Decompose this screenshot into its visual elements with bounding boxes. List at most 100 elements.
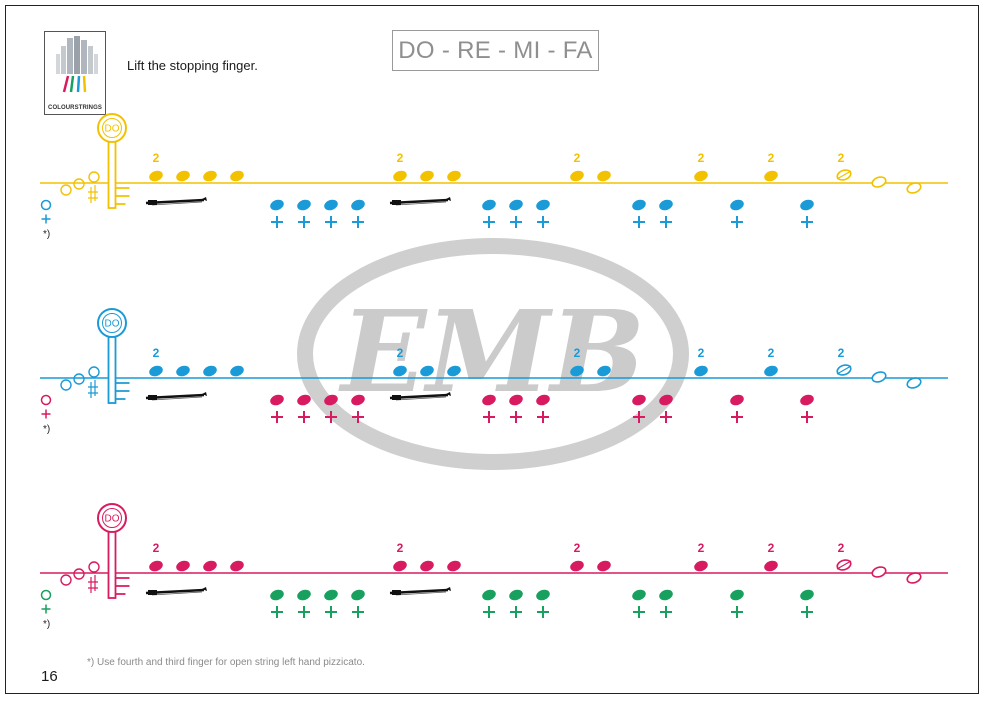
- pizzicato-note: [659, 394, 673, 406]
- plus-icon: [325, 606, 337, 618]
- open-circle: [60, 574, 72, 586]
- pizzicato-note: [632, 199, 646, 211]
- pizzicato-note: [351, 394, 365, 406]
- plus-icon: [537, 216, 549, 228]
- pizzicato-note: [536, 199, 550, 211]
- open-circle: [88, 171, 100, 183]
- plus-icon: [537, 606, 549, 618]
- blue-staff: DO *) 2 2 2 2 2 2: [40, 308, 948, 435]
- bow-tip: [446, 587, 451, 591]
- pizzicato-note: [659, 589, 673, 601]
- bow-hair: [151, 591, 203, 596]
- page-number: 16: [41, 668, 58, 685]
- note: [176, 365, 190, 377]
- finger-number: 2: [153, 151, 160, 165]
- note: [420, 365, 434, 377]
- colourstrings-logo: COLOURSTRINGS: [44, 31, 106, 115]
- finger-number: 2: [768, 346, 775, 360]
- plus-icon: [325, 411, 337, 423]
- key-teeth: [115, 187, 130, 205]
- bow-icon: [145, 587, 207, 596]
- bow-hair: [151, 201, 203, 206]
- bow-hair: [151, 396, 203, 401]
- pizzicato-note: [324, 199, 338, 211]
- plus-icon: [731, 411, 743, 423]
- footnote: *) Use fourth and third finger for open …: [87, 657, 365, 668]
- pizzicato-note: [632, 589, 646, 601]
- plus-icon: [731, 606, 743, 618]
- finger-number: 2: [574, 346, 581, 360]
- pizzicato-note: [800, 394, 814, 406]
- note: [447, 560, 461, 572]
- footnote-marker: *): [43, 619, 50, 630]
- pizzicato-note: [632, 394, 646, 406]
- pizzicato-note: [270, 199, 284, 211]
- note: [203, 365, 217, 377]
- finger-number: 2: [698, 346, 705, 360]
- note: [570, 170, 584, 182]
- note: [149, 560, 163, 572]
- note: [230, 560, 244, 572]
- note: [203, 560, 217, 572]
- bow-frog: [148, 200, 157, 205]
- finger-number: 2: [698, 151, 705, 165]
- finger-number: 2: [838, 541, 845, 555]
- bow-tip: [202, 587, 207, 591]
- pizzicato-note: [482, 199, 496, 211]
- bow-icon: [389, 392, 451, 401]
- key-shaft: [107, 141, 117, 209]
- plus-icon: [271, 411, 283, 423]
- note: [694, 170, 708, 182]
- note-slash: [836, 365, 852, 375]
- key-bow-inner: [102, 313, 122, 333]
- pizzicato-circle: [40, 394, 52, 406]
- note: [597, 365, 611, 377]
- pizzicato-note: [324, 394, 338, 406]
- pizzicato-note: [800, 589, 814, 601]
- finger-number: 2: [397, 541, 404, 555]
- plus-icon: [41, 604, 51, 614]
- note: [393, 560, 407, 572]
- bow-tip: [202, 392, 207, 396]
- finger-number: 2: [838, 151, 845, 165]
- key-bow-inner: [102, 118, 122, 138]
- finger-number: 2: [698, 541, 705, 555]
- open-circle: [73, 178, 85, 190]
- note: [597, 170, 611, 182]
- note: [597, 560, 611, 572]
- plus-icon: [660, 606, 672, 618]
- note: [764, 170, 778, 182]
- pizzicato-circle: [40, 199, 52, 211]
- note: [393, 170, 407, 182]
- pizzicato-note: [297, 394, 311, 406]
- instruction-text: Lift the stopping finger.: [127, 58, 258, 73]
- sharp-icon: [88, 185, 98, 203]
- bow-hair: [395, 396, 447, 401]
- plus-icon: [298, 216, 310, 228]
- note: [230, 365, 244, 377]
- pizzicato-note: [270, 394, 284, 406]
- note: [149, 365, 163, 377]
- pizzicato-note: [509, 199, 523, 211]
- finger-number: 2: [153, 346, 160, 360]
- plus-icon: [801, 216, 813, 228]
- pizzicato-note: [730, 199, 744, 211]
- plus-icon: [731, 216, 743, 228]
- open-note: [906, 377, 922, 389]
- open-circle: [73, 373, 85, 385]
- open-circle: [88, 366, 100, 378]
- plus-icon: [633, 606, 645, 618]
- plus-icon: [41, 409, 51, 419]
- red-staff: DO *) 2 2 2 2 2 2: [40, 503, 948, 630]
- pizzicato-note: [270, 589, 284, 601]
- note: [203, 170, 217, 182]
- sharp-icon: [88, 380, 98, 398]
- finger-number: 2: [397, 151, 404, 165]
- open-note: [906, 572, 922, 584]
- open-note: [871, 566, 887, 578]
- open-note: [871, 176, 887, 188]
- note: [420, 170, 434, 182]
- open-circle: [60, 184, 72, 196]
- pizzicato-note: [659, 199, 673, 211]
- note: [149, 170, 163, 182]
